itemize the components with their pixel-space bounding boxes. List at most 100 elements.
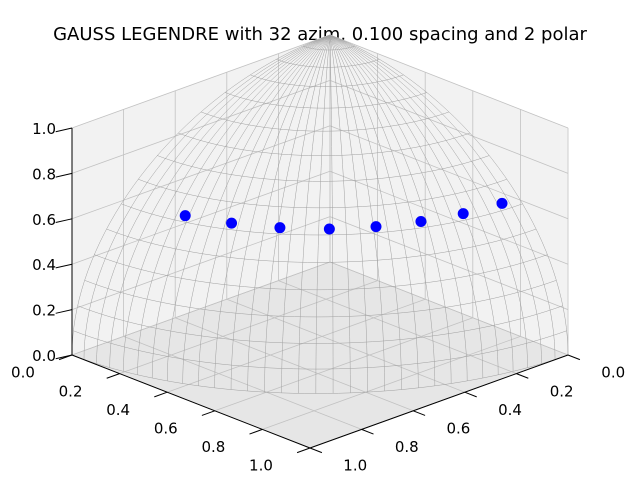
x-axis-line	[309, 354, 569, 449]
wall-gridline	[71, 34, 331, 129]
sphere-meridian	[123, 34, 331, 372]
wall-gridline	[71, 261, 331, 356]
floor-gridline	[119, 280, 378, 374]
x-tick-label: 0.6	[446, 419, 470, 437]
sphere-meridian	[329, 34, 556, 360]
wall-gridline	[329, 216, 569, 310]
wall-gridline	[329, 80, 569, 174]
sphere-meridian	[230, 34, 331, 390]
axis-tick-labels: 0.00.20.40.60.81.00.00.20.40.60.81.00.00…	[11, 120, 625, 475]
wall-gridline	[329, 34, 569, 129]
sphere-meridian	[167, 34, 331, 381]
sphere-meridian	[214, 34, 331, 388]
sphere-meridian	[109, 34, 331, 368]
floor-gridline	[278, 280, 517, 374]
y-tick	[106, 373, 120, 379]
wall-gridline	[71, 125, 331, 220]
z-tick	[55, 127, 73, 133]
floor-gridline	[262, 336, 521, 430]
x-tick-label: 0.2	[550, 382, 574, 400]
sphere-parallel	[157, 155, 490, 182]
wall-gridline	[329, 170, 569, 265]
data-point	[370, 221, 382, 233]
sphere-parallel	[106, 228, 537, 263]
sphere-meridian	[329, 34, 514, 372]
sphere-meridian	[329, 34, 351, 393]
x-tick-label: 1.0	[343, 457, 367, 475]
sphere-meridian	[329, 34, 542, 364]
sphere-meridian	[151, 34, 331, 378]
data-point	[496, 197, 508, 209]
data-point	[226, 217, 238, 229]
sphere-meridian	[329, 34, 569, 356]
axis-panes	[70, 34, 570, 449]
sphere-meridian	[329, 34, 499, 375]
sphere-meridian	[281, 34, 331, 393]
y-tick-label: 0.2	[59, 382, 83, 400]
sphere-parallel	[71, 354, 569, 394]
y-tick-label: 1.0	[249, 457, 273, 475]
sphere-meridian	[329, 34, 334, 394]
z-tick	[55, 263, 73, 269]
sphere-meridian	[83, 34, 331, 360]
data-points	[179, 197, 508, 235]
x-tick	[464, 391, 477, 398]
sphere-parallel	[121, 203, 523, 236]
chart-title: GAUSS LEGENDRE with 32 azim, 0.100 spaci…	[53, 24, 587, 45]
sphere-parallel	[302, 45, 355, 51]
sphere-parallel	[84, 280, 557, 318]
sphere-meridian	[96, 34, 331, 364]
z-tick-label: 0.4	[32, 256, 56, 274]
z-tick-label: 1.0	[32, 120, 56, 138]
x-tick	[361, 428, 374, 435]
sphere-meridian	[329, 34, 368, 393]
sphere-parallel	[73, 330, 567, 370]
sphere-meridian	[198, 34, 331, 386]
sphere-parallel	[250, 74, 404, 88]
sphere-wireframe	[71, 34, 569, 394]
sphere-parallel	[94, 254, 548, 291]
sphere-meridian	[247, 34, 331, 391]
y-tick-label: 0.8	[201, 438, 225, 456]
sphere-meridian	[298, 34, 331, 394]
z-tick-label: 0.8	[32, 165, 56, 183]
pane-gridlines	[71, 34, 569, 449]
sphere-meridian	[329, 34, 436, 386]
x-tick-label: 0.0	[601, 364, 625, 382]
y-tick	[296, 447, 311, 454]
x-tick	[413, 410, 426, 416]
sphere-parallel	[200, 111, 450, 132]
x-tick-label: 0.4	[498, 401, 522, 419]
z-tick-label: 0.0	[32, 347, 56, 365]
sphere-parallel	[138, 178, 507, 209]
floor-gridline	[123, 336, 362, 430]
sphere-parallel	[276, 59, 380, 68]
z-tick	[55, 172, 73, 178]
sphere-meridian	[329, 34, 484, 378]
wall-gridline	[329, 261, 569, 356]
sphere-meridian	[137, 34, 331, 375]
data-point	[323, 223, 335, 235]
sphere-meridian	[329, 34, 419, 388]
sphere-meridian	[182, 34, 331, 384]
sphere-meridian	[315, 34, 331, 394]
sphere-meridian	[329, 34, 385, 391]
z-tick-label: 0.6	[32, 211, 56, 229]
sphere-meridian	[329, 34, 452, 384]
floor-gridline	[226, 298, 465, 393]
sphere-parallel	[77, 305, 563, 344]
y-tick-label: 0.4	[106, 401, 130, 419]
data-point	[274, 222, 286, 234]
axis-lines	[71, 128, 569, 449]
y-tick	[154, 391, 168, 398]
sphere-parallel	[224, 92, 427, 109]
wall-gridline	[71, 216, 331, 310]
axis-ticks	[55, 127, 581, 454]
floor-gridline	[175, 317, 414, 412]
y-tick	[201, 410, 215, 416]
x-tick-label: 0.8	[395, 438, 419, 456]
wall-gridline	[71, 80, 331, 174]
data-point	[179, 210, 191, 222]
data-point	[415, 216, 427, 228]
